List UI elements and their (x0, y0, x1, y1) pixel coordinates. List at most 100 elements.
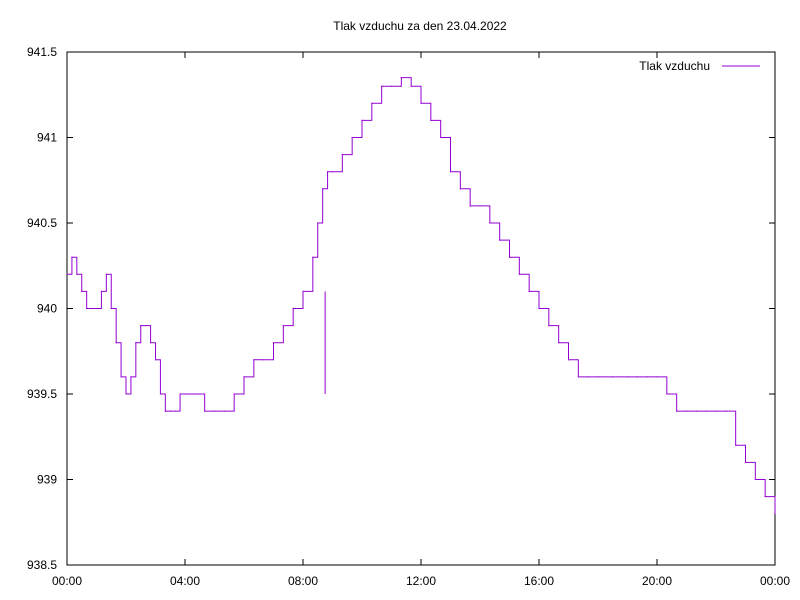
data-point (676, 410, 678, 412)
data-point (86, 307, 88, 310)
data-point (371, 102, 373, 104)
data-point (400, 77, 402, 79)
x-tick-label: 08:00 (288, 574, 318, 588)
data-point (233, 393, 235, 395)
data-point (518, 273, 520, 275)
data-point (149, 342, 152, 344)
data-point (636, 376, 638, 378)
series-group (66, 77, 776, 515)
data-point (351, 136, 353, 139)
y-tick-label: 940 (37, 302, 57, 316)
data-point (71, 256, 73, 258)
data-point (489, 222, 491, 224)
x-tick-label: 04:00 (170, 574, 200, 588)
data-point (715, 410, 717, 412)
data-point (528, 290, 530, 292)
data-point (110, 307, 112, 310)
data-point (695, 410, 697, 412)
data-point (272, 342, 275, 344)
data-point (548, 325, 550, 327)
y-tick-label: 939.5 (27, 387, 57, 401)
data-point (253, 359, 255, 361)
data-point (120, 376, 122, 378)
data-point (140, 325, 142, 327)
axes: 938.5 939 939.5 940 940.5 941 941.5 00:00 04:00 0… (27, 45, 790, 588)
data-point (440, 136, 442, 139)
data-point (587, 376, 589, 378)
data-point (449, 171, 452, 173)
data-point (95, 307, 98, 310)
data-point (666, 393, 668, 395)
data-point (194, 393, 196, 395)
data-point (223, 410, 225, 412)
data-point (705, 410, 707, 412)
data-point (184, 393, 186, 395)
data-point (76, 273, 78, 275)
data-point (243, 376, 245, 378)
data-point (302, 290, 304, 292)
data-point (597, 376, 599, 378)
data-point (499, 239, 501, 241)
data-point (322, 188, 324, 190)
data-point (115, 342, 117, 344)
data-point (508, 256, 511, 258)
data-point (263, 359, 265, 361)
data-point (361, 119, 363, 121)
data-point (538, 307, 540, 310)
legend: Tlak vzduchu (639, 59, 760, 73)
data-point (135, 342, 137, 344)
data-point (479, 205, 481, 207)
data-point (213, 410, 216, 412)
data-point (735, 444, 737, 446)
y-tick-label: 941 (37, 131, 57, 145)
data-point (685, 410, 688, 412)
x-tick-label: 00:00 (760, 574, 790, 588)
data-point (292, 307, 294, 310)
data-point (567, 359, 570, 361)
data-point (656, 376, 658, 378)
x-tick-label: 00:00 (52, 574, 82, 588)
data-point (626, 376, 629, 378)
data-point (282, 325, 284, 327)
data-point (317, 222, 319, 224)
x-tick-label: 20:00 (642, 574, 672, 588)
data-point (341, 154, 343, 156)
data-point (577, 376, 579, 378)
chart-title: Tlak vzduchu za den 23.04.2022 (333, 19, 507, 33)
x-tick-label: 12:00 (406, 574, 436, 588)
y-tick-label: 940.5 (27, 216, 57, 230)
data-point (410, 85, 412, 87)
data-point (159, 393, 162, 395)
data-point (459, 188, 461, 190)
data-point (558, 342, 560, 344)
data-point (390, 85, 393, 87)
data-point (100, 290, 103, 292)
data-point (169, 410, 171, 412)
data-point (331, 171, 334, 173)
data-point (81, 290, 83, 292)
data-point (612, 376, 614, 378)
data-point (754, 478, 756, 481)
data-point (130, 376, 132, 378)
data-point (204, 410, 206, 412)
y-tick-label: 939 (37, 473, 57, 487)
data-point (154, 359, 157, 361)
series-line (67, 77, 776, 514)
data-point (326, 171, 329, 173)
data-point (174, 410, 176, 412)
data-point (774, 513, 776, 515)
data-point (725, 410, 727, 412)
data-point (66, 273, 68, 275)
data-point (312, 256, 314, 258)
data-point (90, 307, 93, 310)
data-point (179, 393, 181, 395)
data-point (145, 325, 147, 327)
data-point (646, 376, 648, 378)
data-point (105, 273, 107, 275)
y-tick-label: 941.5 (27, 45, 57, 59)
data-point (164, 410, 166, 412)
data-point (125, 393, 127, 395)
